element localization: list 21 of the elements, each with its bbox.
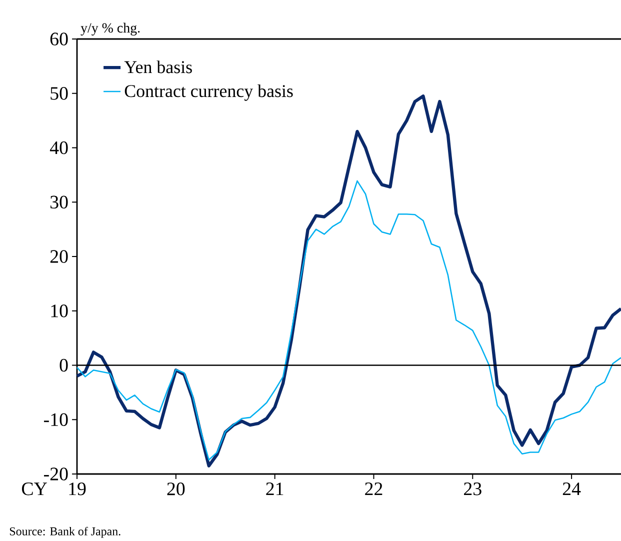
legend-label: Yen basis	[124, 60, 192, 74]
y-tick-label: 10	[51, 304, 68, 318]
y-tick-label: 40	[50, 141, 68, 154]
x-tick-label: 20	[167, 482, 185, 496]
source-note: Source: Bank of Japan.	[10, 526, 120, 538]
y-tick-label: 20	[50, 250, 68, 263]
y-tick-label: 0	[60, 358, 68, 372]
x-tick-label: 21	[266, 482, 284, 496]
x-tick-label: 23	[464, 482, 482, 496]
line-series	[76, 180, 621, 461]
y-tick-label: 60	[50, 32, 68, 46]
legend-label: Contract currency basis	[124, 84, 293, 101]
x-tick-label: 22	[365, 482, 382, 496]
y-axis-title: y/y % chg.	[80, 22, 140, 36]
y-tick-label: -20	[44, 468, 68, 480]
y-tick-label: 30	[50, 196, 68, 209]
x-tick-label: 19	[69, 482, 86, 496]
y-tick-label: -10	[44, 413, 68, 426]
x-tick-label: 24	[562, 482, 581, 496]
x-axis-title: CY	[22, 482, 47, 496]
y-tick-label: 50	[50, 87, 68, 100]
